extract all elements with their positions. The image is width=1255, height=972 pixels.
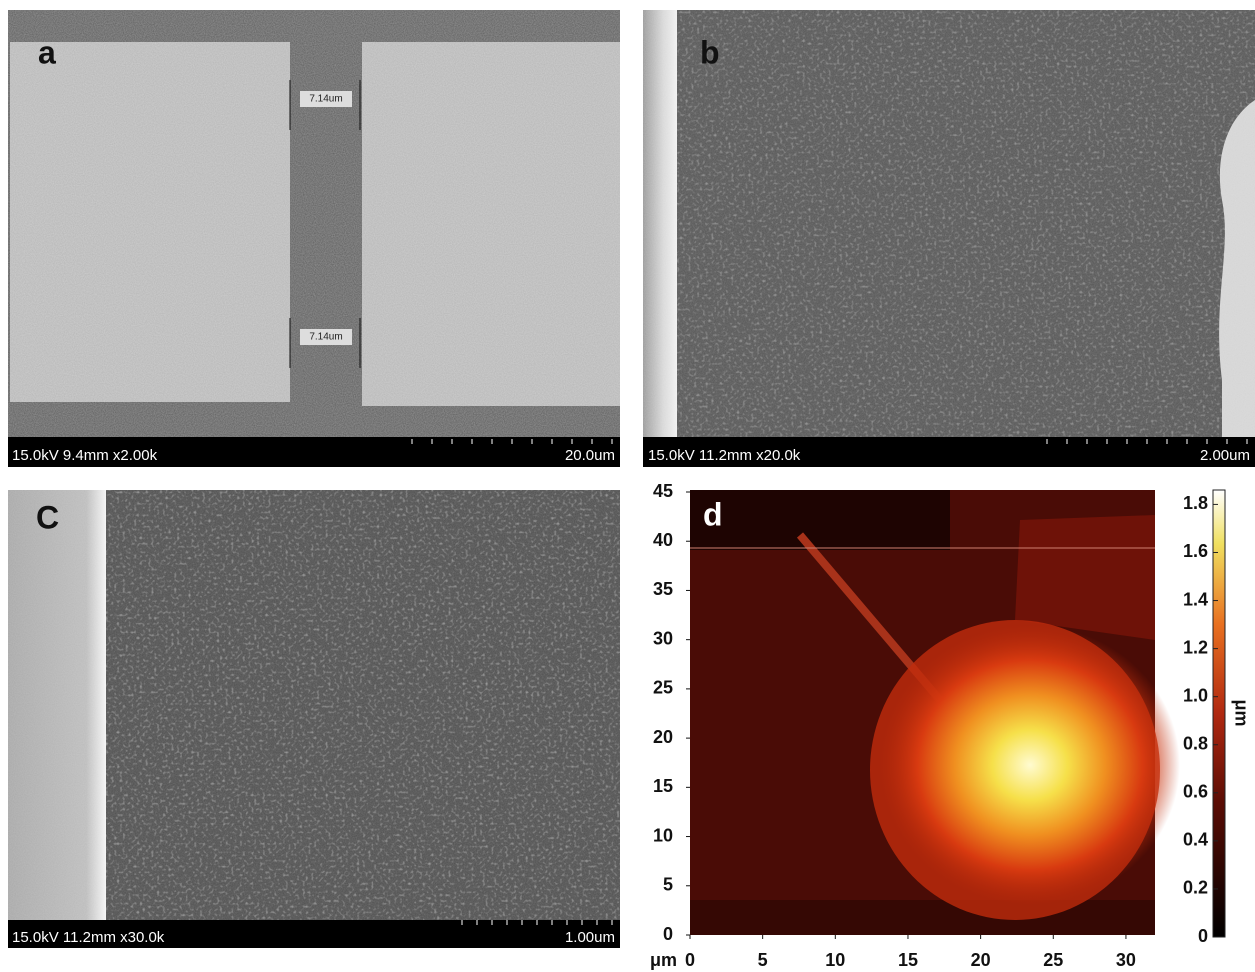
- info-text: 15.0kV 11.2mm x20.0k: [648, 447, 801, 464]
- y-tick-label: 15: [653, 776, 673, 796]
- x-tick-label: 25: [1043, 950, 1063, 970]
- colorbar-tick-label: 1.0: [1183, 685, 1208, 705]
- afm-peak: [880, 625, 1180, 905]
- scale-text: 2.00um: [1200, 447, 1250, 464]
- panel-label: d: [703, 496, 723, 532]
- colorbar: [1212, 489, 1226, 938]
- x-tick-label: 20: [971, 950, 991, 970]
- colorbar-tick-label: 0: [1198, 926, 1208, 946]
- info-text: 15.0kV 9.4mm x2.00k: [12, 447, 158, 464]
- y-tick-label: 45: [653, 481, 673, 501]
- panel-c: C 15.0kV 11.2mm x30.0k 1.00um: [8, 490, 620, 948]
- y-tick-label: 10: [653, 825, 673, 845]
- panel-a: 7.14um 7.14um a 15.0kV 9.4mm x2.00k 20.0…: [8, 10, 620, 467]
- colorbar-tick-label: 0.4: [1183, 830, 1208, 850]
- axis-unit: μm: [650, 950, 677, 970]
- colorbar-tick-label: 1.4: [1183, 589, 1208, 609]
- colorbar-tick-label: 0.6: [1183, 782, 1208, 802]
- info-bar: [643, 437, 1255, 467]
- scale-text: 20.0um: [565, 447, 615, 464]
- info-text: 15.0kV 11.2mm x30.0k: [12, 929, 165, 946]
- label-box: [300, 329, 352, 345]
- y-tick-label: 30: [653, 628, 673, 648]
- measurement: 7.14um: [309, 332, 342, 343]
- panel-b: b 15.0kV 11.2mm x20.0k 2.00um: [643, 10, 1255, 467]
- texture: [8, 490, 620, 920]
- afm-region: [1015, 515, 1155, 640]
- x-tick-label: 15: [898, 950, 918, 970]
- colorbar-tick-label: 1.6: [1183, 541, 1208, 561]
- x-tick-label: 5: [758, 950, 768, 970]
- colorbar-tick-label: 0.8: [1183, 733, 1208, 753]
- colorbar-tick-label: 0.2: [1183, 878, 1208, 898]
- x-tick-label: 10: [825, 950, 845, 970]
- label-box: [300, 91, 352, 107]
- panel-label: a: [38, 34, 56, 70]
- y-tick-label: 20: [653, 727, 673, 747]
- afm-region: [690, 490, 950, 550]
- y-tick-label: 25: [653, 678, 673, 698]
- panel-label: C: [36, 499, 59, 535]
- y-tick-label: 0: [663, 924, 673, 944]
- panel-label: b: [700, 34, 720, 70]
- scale-text: 1.00um: [565, 929, 615, 946]
- measurement: 7.14um: [309, 94, 342, 105]
- texture: [643, 10, 1255, 437]
- y-tick-label: 5: [663, 875, 673, 895]
- info-bar: [8, 437, 620, 467]
- panel-d: d μm μm 0 5 10 15 20 25 30 0 5 10 15 20 25 30 35 40 45 0 0…: [650, 481, 1251, 970]
- colorbar-tick-label: 1.2: [1183, 637, 1208, 657]
- y-tick-label: 35: [653, 579, 673, 599]
- y-tick-label: 40: [653, 530, 673, 550]
- colorbar-tick-label: 1.8: [1183, 493, 1208, 513]
- x-tick-label: 30: [1116, 950, 1136, 970]
- texture: [8, 10, 620, 437]
- afm-region: [690, 900, 1155, 935]
- colorbar-label: μm: [1231, 699, 1251, 726]
- x-tick-label: 0: [685, 950, 695, 970]
- info-bar: [8, 920, 620, 948]
